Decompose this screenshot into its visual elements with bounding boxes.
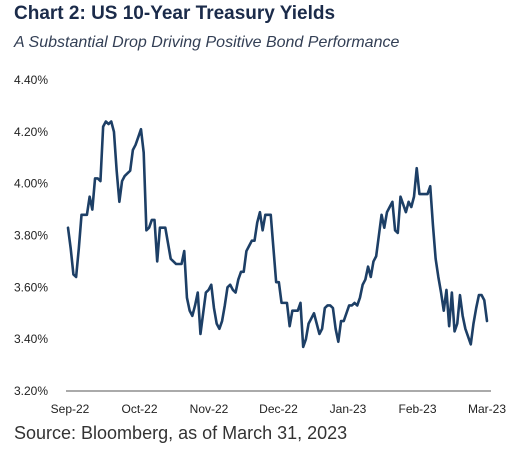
x-tick-label: Sep-22 [51, 402, 90, 416]
x-tick-label: Feb-23 [398, 402, 436, 416]
series-group [66, 120, 489, 349]
y-tick-label: 3.80% [14, 229, 48, 243]
source-note: Source: Bloomberg, as of March 31, 2023 [14, 423, 348, 443]
chart-subtitle: A Substantial Drop Driving Positive Bond… [14, 34, 400, 51]
y-tick-label: 3.40% [14, 332, 48, 346]
y-tick-label: 3.20% [14, 384, 48, 398]
x-tick-label: Oct-22 [121, 402, 157, 416]
x-axis: Sep-22 Oct-22 Nov-22 Dec-22 Jan-23 Feb-23 Mar-… [51, 402, 507, 416]
y-tick-label: 3.60% [14, 280, 48, 294]
y-tick-label: 4.20% [14, 125, 48, 139]
x-tick-label: Dec-22 [259, 402, 298, 416]
y-axis: 4.40% 4.20% 4.00% 3.80% 3.60% 3.40% 3.20% [14, 73, 48, 398]
x-tick-label: Mar-23 [468, 402, 506, 416]
chart-title: Chart 2: US 10-Year Treasury Yields [14, 3, 336, 24]
y-tick-label: 4.00% [14, 177, 48, 191]
series-line [66, 120, 489, 349]
y-tick-label: 4.40% [14, 73, 48, 87]
x-tick-label: Jan-23 [330, 402, 367, 416]
x-tick-label: Nov-22 [190, 402, 229, 416]
